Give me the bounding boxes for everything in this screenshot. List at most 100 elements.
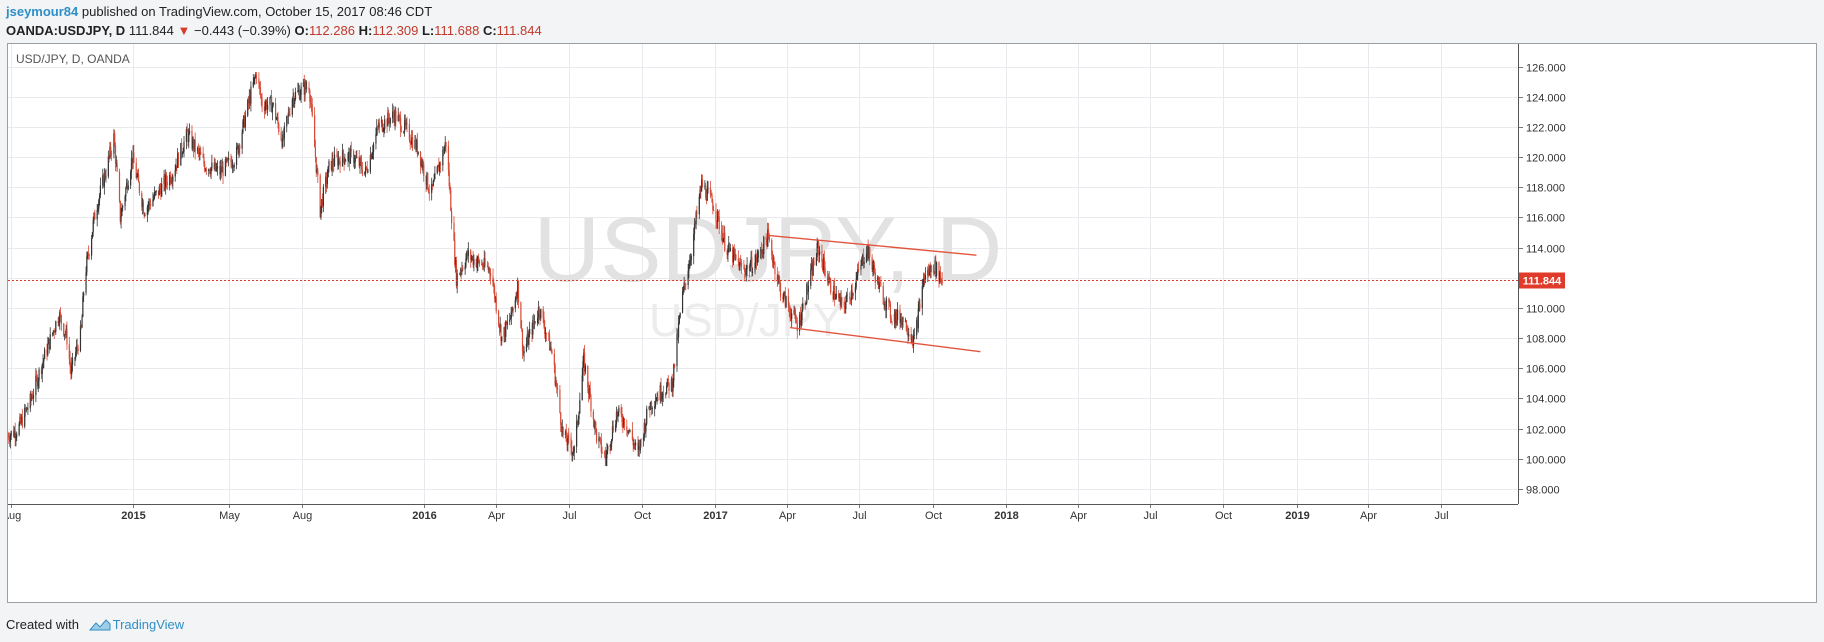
candle-body (216, 166, 219, 169)
candle-body (779, 279, 781, 284)
candle-body (748, 265, 751, 271)
candle-body (740, 263, 743, 268)
candle-body (422, 164, 424, 168)
candle-body (806, 284, 808, 303)
candle-body (588, 388, 590, 395)
candle-body (94, 212, 96, 220)
candle-body (716, 220, 718, 222)
candle-body (336, 154, 338, 157)
candle-body (192, 139, 194, 149)
candle-body (828, 279, 830, 284)
candle-body (76, 345, 78, 348)
candle-body (589, 388, 591, 397)
candle-body (600, 439, 602, 453)
candle-body (885, 299, 888, 311)
candle-body (471, 256, 473, 258)
candle-body (98, 200, 100, 209)
candle-body (833, 285, 835, 299)
candle-body (774, 262, 776, 275)
candle-body (919, 304, 921, 309)
candle-body (135, 162, 137, 178)
candle-body (57, 321, 59, 323)
candle-body (213, 162, 215, 170)
candle-body (333, 154, 336, 167)
candle-body (567, 435, 569, 446)
candle-body (102, 175, 105, 187)
candle-body (265, 102, 267, 106)
candle-body (205, 169, 207, 171)
candle-body (665, 393, 667, 395)
candle-body (347, 154, 349, 161)
candle-body (845, 301, 847, 309)
candle-body (298, 90, 300, 91)
candle-body (137, 174, 139, 177)
candle-body (757, 251, 759, 258)
x-tick-label: 2017 (703, 510, 727, 522)
candle-body (509, 319, 511, 322)
candle-body (349, 149, 352, 164)
candle-body (649, 406, 651, 410)
candle-body (843, 301, 845, 307)
candle-body (838, 297, 841, 298)
candle-body (673, 363, 675, 382)
candle-body (239, 145, 241, 149)
candle-body (640, 439, 642, 441)
candle-body (755, 256, 757, 263)
candle-body (655, 400, 657, 402)
candle-body (481, 264, 483, 266)
candle-body (427, 188, 430, 193)
candle-body (503, 327, 505, 337)
candle-body (255, 74, 258, 79)
candle-body (615, 424, 617, 432)
candle-body (891, 321, 893, 323)
candle-body (616, 411, 618, 417)
candle-body (226, 158, 228, 162)
chart-pane[interactable]: 98.000 100.000 102.000 104.000 106.000 108.00… (7, 43, 1817, 603)
author-link[interactable]: jseymour84 (6, 4, 79, 19)
candle-body (568, 435, 570, 438)
candle-body (353, 151, 355, 164)
candle-body (297, 90, 299, 92)
candle-body (29, 393, 31, 409)
candle-body (896, 311, 898, 321)
candle-body (215, 163, 217, 171)
candle-body (130, 171, 132, 186)
candle-body (294, 99, 296, 104)
candle-body (678, 317, 680, 324)
candle-body (186, 129, 188, 132)
x-tick-label: Apr (779, 510, 796, 522)
candle-body (465, 258, 467, 267)
candle-body (60, 315, 62, 324)
candle-body (152, 199, 154, 206)
candle-body (826, 276, 829, 282)
x-tick-label: 2018 (994, 510, 1018, 522)
candle-body (153, 192, 156, 198)
candle-body (308, 87, 310, 91)
candle-body (208, 169, 210, 171)
candle-body (131, 158, 133, 163)
candle-body (928, 269, 930, 276)
candle-body (247, 99, 249, 116)
candle-body (24, 407, 27, 411)
candle-body (414, 139, 416, 149)
candle-body (444, 142, 446, 148)
candle-body (58, 322, 60, 323)
candle-body (878, 281, 880, 289)
candle-body (756, 256, 758, 263)
candle-body (133, 152, 135, 163)
candle-body (230, 158, 232, 163)
candle-body (705, 197, 708, 201)
candle-body (425, 175, 427, 185)
candle-body (690, 256, 692, 260)
candle-body (303, 82, 305, 95)
chart-canvas[interactable]: 98.000 100.000 102.000 104.000 106.000 108.00… (8, 44, 1816, 602)
candle-body (432, 181, 434, 187)
candle-body (14, 430, 16, 439)
candle-body (778, 276, 780, 280)
candle-body (339, 160, 341, 167)
candle-body (165, 175, 168, 183)
tradingview-link[interactable]: TradingView (112, 617, 185, 632)
candle-body (108, 156, 110, 158)
candle-body (439, 162, 442, 166)
candle-body (389, 118, 391, 124)
